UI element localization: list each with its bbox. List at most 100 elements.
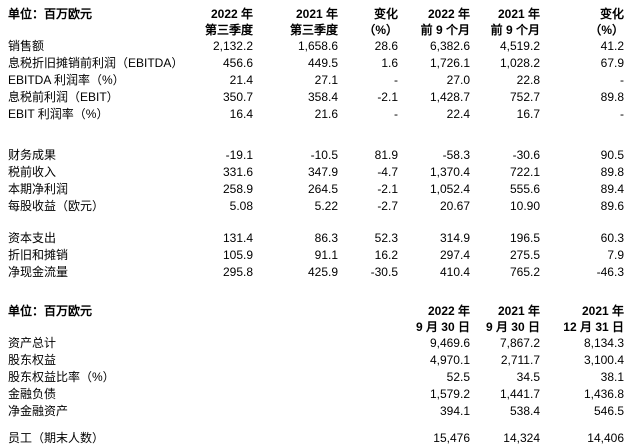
cell-value: 14,324 (503, 431, 540, 445)
cell-value: 4,970.1 (429, 353, 470, 367)
quarterly-table-body: 销售额 2,132.2 1,658.6 28.6 6,382.6 4,519.2 41.2 息… (0, 38, 624, 281)
cell-value: 7.9 (607, 248, 624, 262)
header-spacer-cell (0, 319, 398, 335)
cell-value: -30.5 (370, 265, 398, 279)
cell-value: 765.2 (509, 265, 540, 279)
row-label: 股东权益 (8, 353, 57, 367)
cell-value: 456.6 (222, 56, 253, 70)
row-label: EBITDA 利润率（%） (8, 73, 125, 87)
cell-value: 21.4 (229, 73, 253, 87)
cell-value: 89.4 (600, 182, 624, 196)
header-line-1: 单位：百万欧元 2022 年 2021 年 变化 2022 年 2021 年 变… (0, 6, 624, 22)
row-label: 每股收益（欧元） (8, 199, 105, 213)
cell-value: 546.5 (593, 404, 624, 418)
col-header-2021-sep30-sub: 9 月 30 日 (485, 320, 540, 334)
group-spacer (0, 215, 624, 230)
row-label: 金融负债 (8, 387, 57, 401)
cell-value: 1,658.6 (297, 39, 338, 53)
cell-value: 86.3 (314, 231, 338, 245)
cell-value: 27.1 (314, 73, 338, 87)
row-label: 净现金流量 (8, 265, 69, 279)
cell-value: -4.7 (377, 165, 398, 179)
header-spacer-cell (0, 22, 150, 38)
cell-value: - (394, 107, 398, 121)
cell-value: 22.8 (516, 73, 540, 87)
row-label: 资产总计 (8, 336, 57, 350)
col-header-2022-9m-sub: 前 9 个月 (420, 23, 470, 37)
cell-value: 81.9 (374, 148, 398, 162)
row-label: 息税折旧摊销前利润（EBITDA） (8, 56, 184, 70)
table-row: 税前收入 331.6 347.9 -4.7 1,370.4 722.1 89.8 (0, 164, 624, 181)
row-label: 本期净利润 (8, 182, 69, 196)
col-header-2021-q3-sub: 第三季度 (289, 23, 338, 37)
table-row: 股东权益比率（%） 52.5 34.5 38.1 (0, 369, 624, 386)
cell-value: 89.8 (600, 90, 624, 104)
cell-value: 131.4 (222, 231, 253, 245)
balance-table-body: 资产总计 9,469.6 7,867.2 8,134.3 股东权益 4,970.1 2,71… (0, 335, 624, 447)
table-row: 净现金流量 295.8 425.9 -30.5 410.4 765.2 -46.3 (0, 264, 624, 281)
cell-value: 722.1 (509, 165, 540, 179)
cell-value: 6,382.6 (429, 39, 470, 53)
cell-value: 425.9 (307, 265, 338, 279)
row-label: 股东权益比率（%） (8, 370, 115, 384)
cell-value: 264.5 (307, 182, 338, 196)
cell-value: 295.8 (222, 265, 253, 279)
table-row: 资本支出 131.4 86.3 52.3 314.9 196.5 60.3 (0, 230, 624, 247)
cell-value: 1.6 (381, 56, 398, 70)
unit-label: 单位：百万欧元 (8, 304, 93, 318)
cell-value: 41.2 (600, 39, 624, 53)
col-header-2021-q3: 2021 年 (295, 7, 338, 21)
cell-value: -2.1 (377, 90, 398, 104)
cell-value: - (394, 73, 398, 87)
col-header-change-9m-sub: （%） (589, 23, 624, 37)
table-row: 销售额 2,132.2 1,658.6 28.6 6,382.6 4,519.2 41.2 (0, 38, 624, 55)
col-header-2021-dec31: 2021 年 (581, 304, 624, 318)
col-header-2022-q3: 2022 年 (210, 7, 253, 21)
cell-value: 1,726.1 (429, 56, 470, 70)
cell-value: 1,428.7 (429, 90, 470, 104)
cell-value: 297.4 (439, 248, 470, 262)
cell-value: 16.4 (229, 107, 253, 121)
cell-value: 38.1 (600, 370, 624, 384)
cell-value: 22.4 (446, 107, 470, 121)
col-header-2022-sep30-sub: 9 月 30 日 (415, 320, 470, 334)
table-row: 息税前利润（EBIT） 350.7 358.4 -2.1 1,428.7 752.7 89.… (0, 89, 624, 106)
cell-value: -19.1 (225, 148, 253, 162)
cell-value: 1,370.4 (429, 165, 470, 179)
cell-value: 34.5 (516, 370, 540, 384)
col-header-2021-9m-sub: 前 9 个月 (490, 23, 540, 37)
cell-value: 196.5 (509, 231, 540, 245)
cell-value: 347.9 (307, 165, 338, 179)
cell-value: 91.1 (314, 248, 338, 262)
table-row: 净金融资产 394.1 538.4 546.5 (0, 403, 624, 420)
cell-value: 314.9 (439, 231, 470, 245)
row-label: 税前收入 (8, 165, 57, 179)
header-line-2: 第三季度 第三季度 （%） 前 9 个月 前 9 个月 （%） (0, 22, 624, 38)
cell-value: 10.90 (509, 199, 540, 213)
cell-value: 9,469.6 (429, 336, 470, 350)
col-header-change-9m: 变化 (599, 7, 624, 21)
cell-value: 60.3 (600, 231, 624, 245)
table-row: EBIT 利润率（%） 16.4 21.6 - 22.4 16.7 - (0, 106, 624, 123)
table-row: 员工（期末人数） 15,476 14,324 14,406 (0, 430, 624, 447)
cell-value: -46.3 (596, 265, 624, 279)
quarterly-results-table: 单位：百万欧元 2022 年 2021 年 变化 2022 年 2021 年 变… (0, 6, 624, 281)
cell-value: 89.6 (600, 199, 624, 213)
cell-value: -2.1 (377, 182, 398, 196)
cell-value: 16.7 (516, 107, 540, 121)
cell-value: 52.5 (446, 370, 470, 384)
cell-value: 3,100.4 (583, 353, 624, 367)
balance-table-header: 单位：百万欧元 2022 年 2021 年 2021 年 9 月 30 日 9 … (0, 303, 624, 335)
cell-value: 258.9 (222, 182, 253, 196)
cell-value: 16.2 (374, 248, 398, 262)
cell-value: - (620, 73, 624, 87)
row-label: EBIT 利润率（%） (8, 107, 109, 121)
table-row: 资产总计 9,469.6 7,867.2 8,134.3 (0, 335, 624, 352)
cell-value: 89.8 (600, 165, 624, 179)
cell-value: 449.5 (307, 56, 338, 70)
table-row: 息税折旧摊销前利润（EBITDA） 456.6 449.5 1.6 1,726.1 1,0… (0, 55, 624, 72)
row-label: 折旧和摊销 (8, 248, 69, 262)
balance-sheet-table: 单位：百万欧元 2022 年 2021 年 2021 年 9 月 30 日 9 … (0, 303, 624, 447)
cell-value: 8,134.3 (583, 336, 624, 350)
row-label: 资本支出 (8, 231, 57, 245)
